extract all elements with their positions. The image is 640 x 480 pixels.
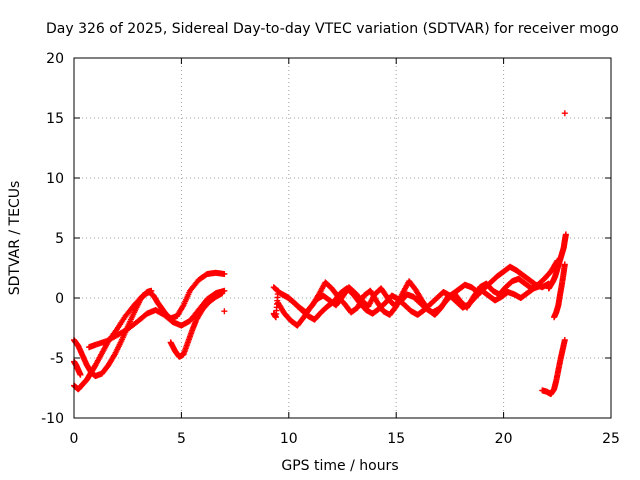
grid-lines: [74, 58, 611, 418]
data-point: [561, 110, 568, 117]
series-track-i: [551, 261, 568, 321]
y-tick-label: -5: [50, 351, 64, 367]
data-point: [148, 287, 155, 294]
x-tick-label: 25: [602, 431, 620, 447]
series-track-e: [270, 257, 561, 318]
x-tick-label: 10: [280, 431, 298, 447]
series-track-h: [545, 231, 569, 292]
data-points: [71, 110, 569, 397]
y-tick-label: 10: [46, 171, 64, 187]
y-tick-label: 5: [55, 231, 64, 247]
data-point: [77, 371, 84, 378]
y-tick-label: 0: [55, 291, 64, 307]
series-track-j: [539, 337, 568, 397]
y-tick-labels: -10 -5 0 5 10 15 20: [41, 51, 64, 427]
y-tick-label: -10: [41, 411, 64, 427]
data-point: [221, 271, 228, 277]
x-tick-label: 0: [70, 431, 79, 447]
series-track-g: [279, 283, 544, 323]
y-tick-label: 15: [46, 111, 64, 127]
series-track-k: [71, 110, 568, 378]
series-track-d: [167, 290, 226, 360]
data-point: [561, 337, 568, 343]
series-track-c: [86, 287, 228, 351]
data-point: [221, 308, 228, 315]
x-axis-label: GPS time / hours: [281, 458, 398, 474]
data-point: [537, 283, 544, 289]
x-tick-label: 5: [177, 431, 186, 447]
y-tick-label: 20: [46, 51, 64, 67]
x-tick-label: 20: [495, 431, 513, 447]
x-tick-label: 15: [387, 431, 405, 447]
chart-title: Day 326 of 2025, Sidereal Day-to-day VTE…: [46, 21, 619, 37]
axis-ticks: [73, 57, 612, 419]
data-point: [275, 287, 282, 294]
x-tick-labels: 0 5 10 15 20 25: [70, 431, 620, 447]
data-point: [219, 290, 226, 297]
y-axis-label: SDTVAR / TECUs: [7, 181, 23, 296]
data-point: [562, 231, 569, 238]
data-point: [561, 261, 568, 268]
